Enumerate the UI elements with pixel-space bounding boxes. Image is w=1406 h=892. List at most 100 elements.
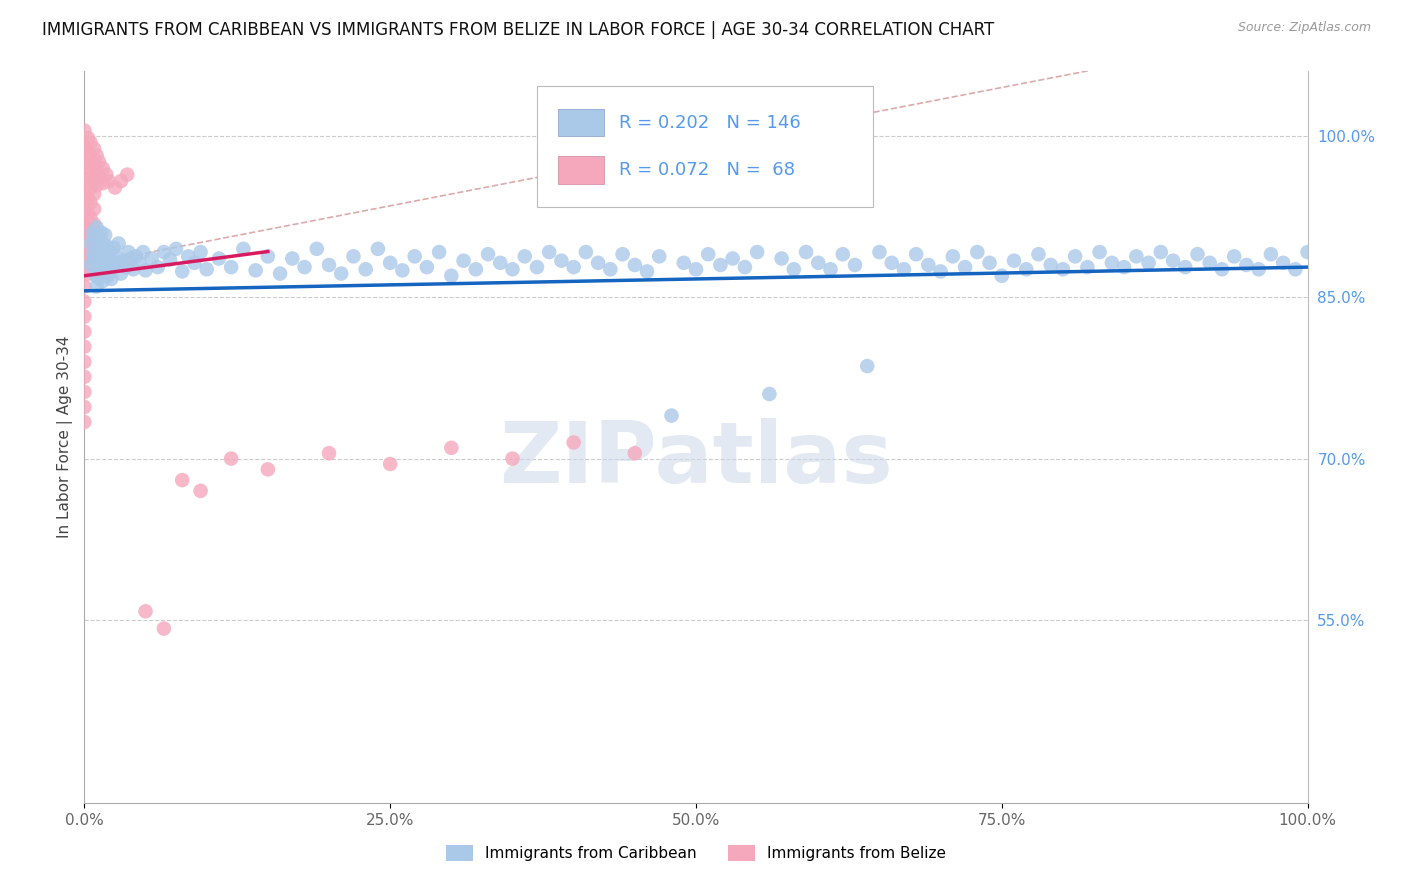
Point: [89, 263, 111, 277]
Point: [709, 258, 731, 272]
Point: [79, 236, 101, 251]
Point: [135, 604, 157, 618]
Point: [73, 384, 96, 399]
Point: [177, 249, 200, 263]
Point: [820, 262, 842, 277]
Point: [79, 150, 101, 164]
Point: [502, 262, 524, 277]
Point: [90, 267, 112, 281]
Point: [208, 252, 231, 266]
Point: [91, 274, 114, 288]
Point: [783, 262, 806, 277]
Point: [83, 252, 105, 267]
Point: [141, 252, 163, 266]
Point: [73, 310, 96, 324]
Point: [110, 174, 132, 188]
Point: [648, 249, 671, 263]
Point: [91, 176, 114, 190]
Point: [153, 245, 176, 260]
Point: [305, 242, 328, 256]
Point: [624, 446, 647, 460]
Y-axis label: In Labor Force | Age 30-34: In Labor Force | Age 30-34: [58, 335, 73, 539]
Point: [1236, 258, 1258, 272]
Point: [94, 249, 117, 263]
FancyBboxPatch shape: [537, 86, 873, 207]
Point: [77, 236, 100, 251]
Point: [195, 262, 218, 277]
Point: [100, 272, 122, 286]
Point: [672, 256, 695, 270]
Point: [86, 279, 108, 293]
Point: [94, 227, 117, 242]
Point: [97, 264, 120, 278]
Point: [440, 441, 463, 455]
Point: [807, 256, 830, 270]
Point: [89, 242, 111, 256]
Point: [97, 174, 120, 188]
Point: [1137, 256, 1160, 270]
Point: [232, 242, 254, 256]
Point: [77, 131, 100, 145]
Point: [90, 247, 112, 261]
Point: [1296, 245, 1319, 260]
Point: [93, 242, 115, 256]
Point: [73, 279, 96, 293]
Point: [107, 236, 129, 251]
Point: [1211, 262, 1233, 277]
Point: [636, 264, 658, 278]
Point: [79, 211, 101, 225]
Point: [97, 268, 120, 283]
Point: [172, 473, 194, 487]
Point: [73, 400, 96, 414]
Point: [380, 457, 402, 471]
Text: IMMIGRANTS FROM CARIBBEAN VS IMMIGRANTS FROM BELIZE IN LABOR FORCE | AGE 30-34 C: IMMIGRANTS FROM CARIBBEAN VS IMMIGRANTS …: [42, 21, 994, 39]
Point: [86, 263, 108, 277]
Point: [77, 267, 100, 281]
Point: [1150, 245, 1173, 260]
Point: [83, 142, 105, 156]
Point: [91, 236, 114, 251]
Point: [734, 260, 756, 274]
Point: [257, 462, 280, 476]
Point: [880, 256, 903, 270]
Point: [404, 249, 426, 263]
Point: [526, 260, 548, 274]
Point: [318, 446, 340, 460]
Point: [453, 253, 475, 268]
Point: [1114, 260, 1136, 274]
Point: [112, 253, 135, 268]
Point: [869, 245, 891, 260]
Point: [440, 268, 463, 283]
Point: [586, 256, 609, 270]
Point: [318, 258, 340, 272]
Point: [146, 260, 169, 274]
Point: [120, 252, 142, 266]
Point: [159, 252, 181, 267]
Point: [1223, 249, 1246, 263]
Point: [73, 325, 96, 339]
Point: [770, 252, 793, 266]
Point: [477, 247, 499, 261]
Point: [103, 260, 125, 274]
Point: [281, 252, 304, 266]
Point: [77, 191, 100, 205]
Point: [1174, 260, 1197, 274]
Point: [219, 260, 242, 274]
Point: [73, 139, 96, 153]
Point: [73, 188, 96, 202]
Point: [73, 123, 96, 137]
Point: [77, 161, 100, 176]
Text: ZIPatlas: ZIPatlas: [499, 417, 893, 500]
Point: [122, 262, 145, 277]
Point: [513, 249, 536, 263]
Point: [929, 264, 952, 278]
Point: [86, 148, 108, 162]
Point: [269, 267, 291, 281]
Point: [93, 261, 115, 276]
Point: [73, 219, 96, 234]
Point: [87, 252, 110, 267]
Point: [893, 262, 915, 277]
Point: [1076, 260, 1098, 274]
Point: [135, 263, 157, 277]
Point: [367, 242, 389, 256]
